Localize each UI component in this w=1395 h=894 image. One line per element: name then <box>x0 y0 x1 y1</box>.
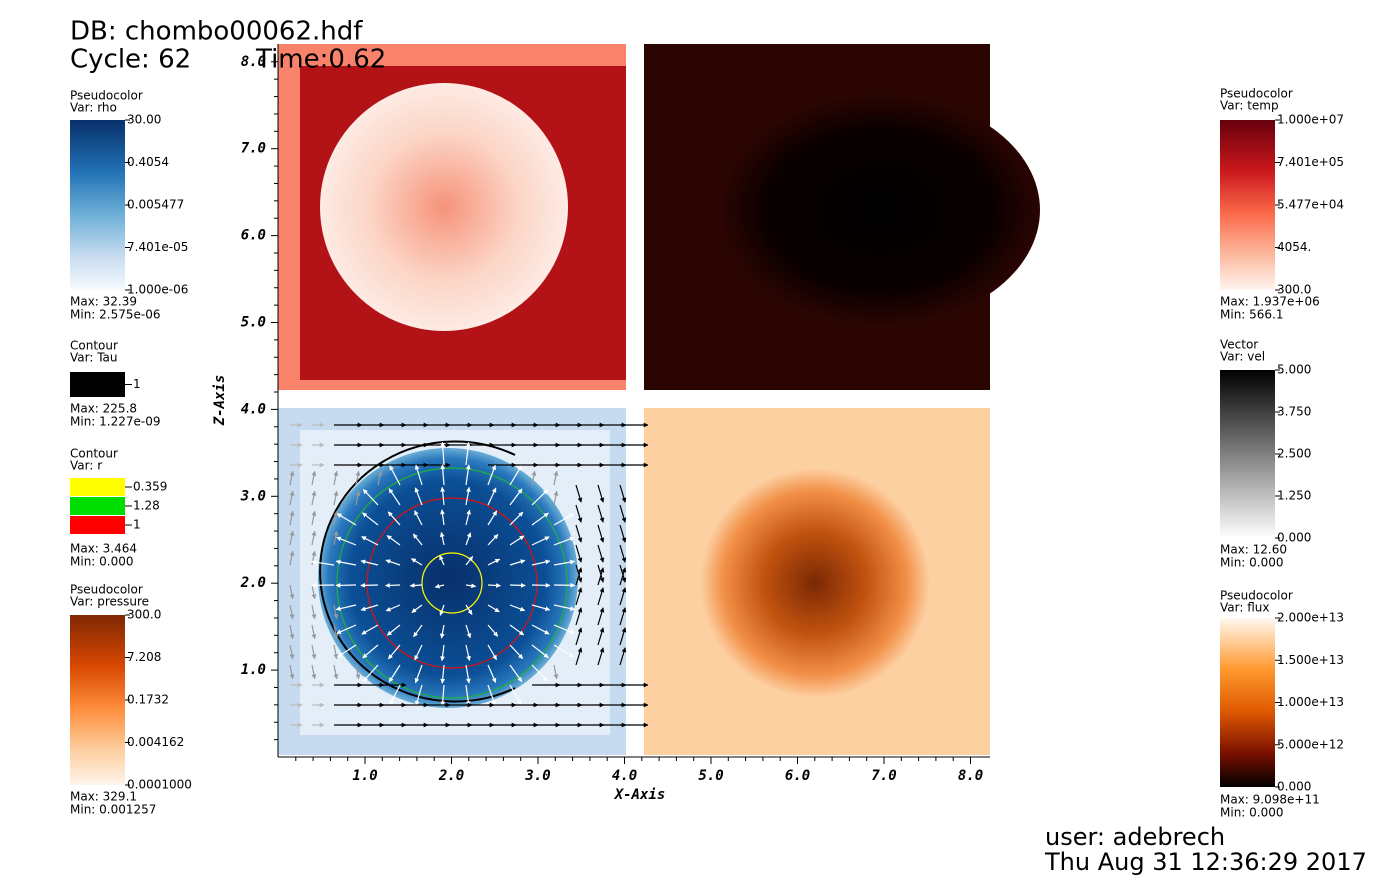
y-tick-label: 1.0 <box>241 662 266 678</box>
y-axis-title: Z-Axis <box>212 375 228 427</box>
cycle: Cycle: 62 <box>70 45 191 75</box>
colorbar-label: 2.000e+13 <box>1277 611 1344 625</box>
vector-arrow <box>488 585 500 586</box>
legend-var: Var: temp <box>1220 99 1279 113</box>
legend-var: Var: flux <box>1220 601 1269 615</box>
colorbar-label: 0.4054 <box>127 155 169 169</box>
y-tick-label: 5.0 <box>241 315 266 331</box>
x-tick-label: 8.0 <box>958 768 983 784</box>
colorbar <box>70 615 125 785</box>
legend-max: Max: 3.464 <box>70 542 137 556</box>
contour-swatch <box>70 372 125 397</box>
colorbar <box>70 120 125 290</box>
date: Thu Aug 31 12:36:29 2017 <box>1044 848 1367 876</box>
legend-max: Max: 225.8 <box>70 402 137 416</box>
y-tick-label: 6.0 <box>241 228 266 244</box>
contour-swatch <box>70 478 125 496</box>
legend-var: Var: vel <box>1220 350 1265 364</box>
legend-max: Max: 9.098e+11 <box>1220 793 1320 807</box>
colorbar-label: 2.500 <box>1277 447 1311 461</box>
colorbar-label: 7.401e-05 <box>127 240 188 254</box>
x-tick-label: 1.0 <box>352 768 377 784</box>
colorbar-label: 0.004162 <box>127 735 184 749</box>
colorbar-label: 5.000 <box>1277 363 1311 377</box>
time: Time:0.62 <box>255 45 386 75</box>
legend-min: Min: 0.000 <box>70 555 134 569</box>
legend-max: Max: 32.39 <box>70 295 137 309</box>
contour-swatch <box>70 516 125 534</box>
legend-var: Var: Tau <box>70 351 118 365</box>
flux-blob <box>700 468 930 698</box>
user: user: adebrech <box>1045 823 1225 851</box>
contour-swatch <box>70 497 125 515</box>
db-name: DB: chombo00062.hdf <box>70 17 363 47</box>
temp-core <box>720 95 1040 325</box>
colorbar-label: 7.208 <box>127 650 161 664</box>
colorbar-label: 1.250 <box>1277 489 1311 503</box>
vector-arrow <box>410 585 422 586</box>
x-tick-label: 5.0 <box>698 768 723 784</box>
colorbar-label: 0.1732 <box>127 693 169 707</box>
legend-var: Var: rho <box>70 101 117 115</box>
vector-arrow <box>510 585 525 586</box>
contour-label: 0.359 <box>133 480 167 494</box>
legend-min: Min: 1.227e-09 <box>70 415 161 429</box>
colorbar-label: 1.000e+07 <box>1277 113 1344 127</box>
colorbar-label: 5.000e+12 <box>1277 737 1344 751</box>
legend-var: Var: r <box>70 459 102 473</box>
colorbar-label: 300.0 <box>127 608 161 622</box>
y-tick-label: 2.0 <box>240 575 266 591</box>
colorbar <box>1220 120 1275 290</box>
y-tick-label: 8.0 <box>241 54 266 70</box>
plot-area <box>278 44 1040 757</box>
legend-min: Min: 2.575e-06 <box>70 308 161 322</box>
y-tick-label: 4.0 <box>241 401 266 417</box>
legend-min: Min: 0.000 <box>1220 806 1284 820</box>
colorbar-label: 30.00 <box>127 113 161 127</box>
colorbar-label: 0.005477 <box>127 198 184 212</box>
x-tick-label: 3.0 <box>524 768 550 784</box>
colorbar-label: 5.477e+04 <box>1277 198 1344 212</box>
colorbar <box>1220 618 1275 787</box>
legend-max: Max: 329.1 <box>70 790 137 804</box>
legend-min: Min: 0.000 <box>1220 556 1284 570</box>
colorbar-label: 1.000e+13 <box>1277 695 1344 709</box>
x-tick-label: 4.0 <box>612 768 637 784</box>
legend-min: Min: 566.1 <box>1220 308 1284 322</box>
vector-arrow <box>386 585 400 586</box>
legend-min: Min: 0.001257 <box>70 803 156 817</box>
contour-label: 1 <box>133 518 141 532</box>
x-tick-label: 6.0 <box>785 768 810 784</box>
rho-bubble <box>320 83 568 331</box>
x-tick-label: 2.0 <box>438 768 464 784</box>
y-tick-label: 7.0 <box>241 141 266 157</box>
y-tick-label: 3.0 <box>240 488 266 504</box>
colorbar-label: 7.401e+05 <box>1277 155 1344 169</box>
colorbar-label: 4054. <box>1277 240 1311 254</box>
legend-max: Max: 12.60 <box>1220 543 1287 557</box>
contour-label: 1 <box>133 377 141 391</box>
contour-label: 1.28 <box>133 499 160 513</box>
x-tick-label: 7.0 <box>871 768 896 784</box>
legend-var: Var: pressure <box>70 595 149 609</box>
colorbar <box>1220 370 1275 538</box>
colorbar-label: 3.750 <box>1277 405 1311 419</box>
legend-max: Max: 1.937e+06 <box>1220 295 1320 309</box>
colorbar-label: 1.500e+13 <box>1277 653 1344 667</box>
x-axis-title: X-Axis <box>614 787 666 803</box>
colorbar-label: 0.000 <box>1277 780 1311 794</box>
